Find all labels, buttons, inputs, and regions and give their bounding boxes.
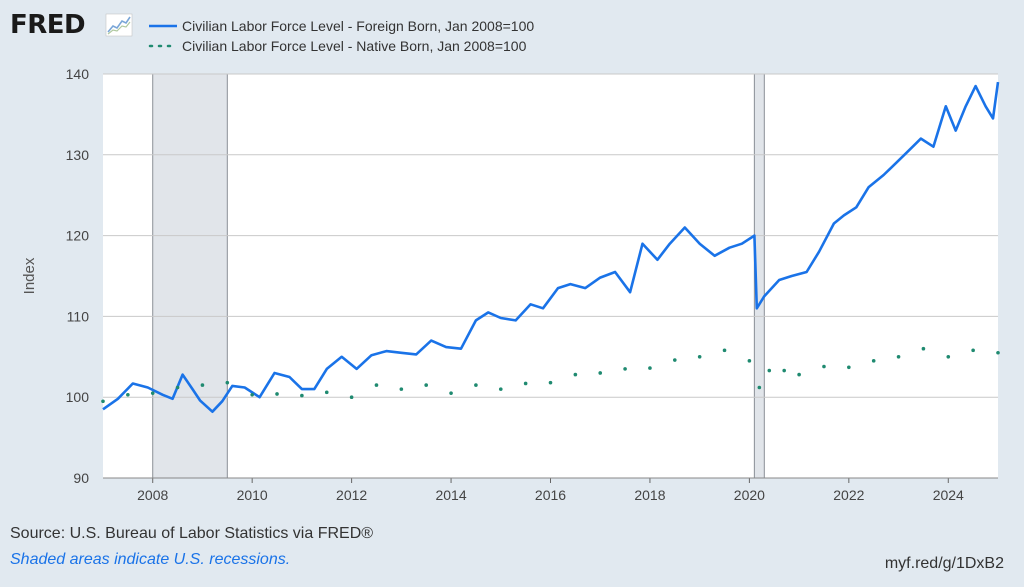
y-tick-label: 110 [67,308,90,324]
series-point-native-born [523,381,528,386]
series-point-native-born [275,392,279,396]
series-point-native-born [871,359,876,363]
series-point-native-born [782,368,786,373]
series-point-native-born [896,355,901,359]
series-point-native-born [324,390,329,395]
legend-label-foreign: Civilian Labor Force Level - Foreign Bor… [182,18,535,34]
series-point-native-born [971,348,975,353]
x-tick-label: 2020 [734,487,765,503]
series-point-native-born [498,387,503,391]
x-tick-label: 2010 [237,487,268,503]
x-tick-label: 2014 [435,487,466,503]
x-tick-label: 2012 [336,487,367,503]
series-point-native-born [126,392,130,397]
y-tick-label: 140 [66,66,90,82]
series-point-native-born [349,395,354,400]
series-point-native-born [150,391,155,395]
source-credit: Source: U.S. Bureau of Labor Statistics … [10,525,374,542]
series-point-native-born [399,387,404,391]
legend-item-foreign: Civilian Labor Force Level - Foreign Bor… [148,16,534,36]
series-point-native-born [300,393,304,398]
y-tick-label: 100 [66,389,90,405]
short-url-link[interactable]: myf.red/g/1DxB2 [884,555,1004,572]
legend-swatch-dotted [148,44,178,48]
series-point-native-born [757,385,762,390]
x-tick-label: 2024 [933,487,964,503]
series-point-native-born [623,367,627,371]
series-point-native-born [722,348,727,353]
x-tick-label: 2008 [137,487,168,503]
series-point-native-born [200,383,205,387]
series-point-native-born [101,399,105,404]
series-point-native-born [797,372,801,377]
series-point-native-born [822,364,826,369]
series-point-native-born [946,355,951,359]
series-point-native-born [573,372,578,377]
series-point-native-born [767,368,772,373]
fred-logo[interactable]: FRED [10,10,86,40]
series-point-native-born [996,350,1000,355]
series-point-native-born [548,380,553,385]
y-tick-label: 90 [73,470,89,486]
series-point-native-born [424,383,428,387]
legend-label-native: Civilian Labor Force Level - Native Born… [182,38,527,54]
y-tick-label: 120 [66,228,90,244]
recession-band-0 [152,73,228,479]
series-point-native-born [449,391,453,395]
series-point-native-born [474,383,478,387]
chart-header: FRED Civilian Labor Force Level - Foreig… [10,8,710,58]
plot-area [103,74,998,478]
x-tick-label: 2022 [833,487,864,503]
series-point-native-born [747,359,752,363]
line-chart-icon [105,13,133,37]
x-tick-label: 2016 [535,487,566,503]
x-tick-label: 2018 [634,487,665,503]
legend-item-native: Civilian Labor Force Level - Native Born… [148,36,526,56]
y-axis-title: Index [21,257,38,294]
series-point-native-born [847,365,851,370]
series-point-native-born [921,346,926,351]
series-point-native-born [697,355,702,359]
y-tick-label: 130 [66,147,90,163]
series-point-native-born [673,358,677,362]
series-line-foreign-born [102,81,1000,414]
series-point-native-born [175,385,180,390]
series-point-native-born [648,366,652,370]
series-point-native-born [598,371,603,375]
legend-swatch-solid [149,24,177,28]
series-point-native-born [374,383,379,387]
recession-note: Shaded areas indicate U.S. recessions. [10,551,291,568]
series-point-native-born [225,380,230,385]
series-point-native-born [250,392,254,397]
